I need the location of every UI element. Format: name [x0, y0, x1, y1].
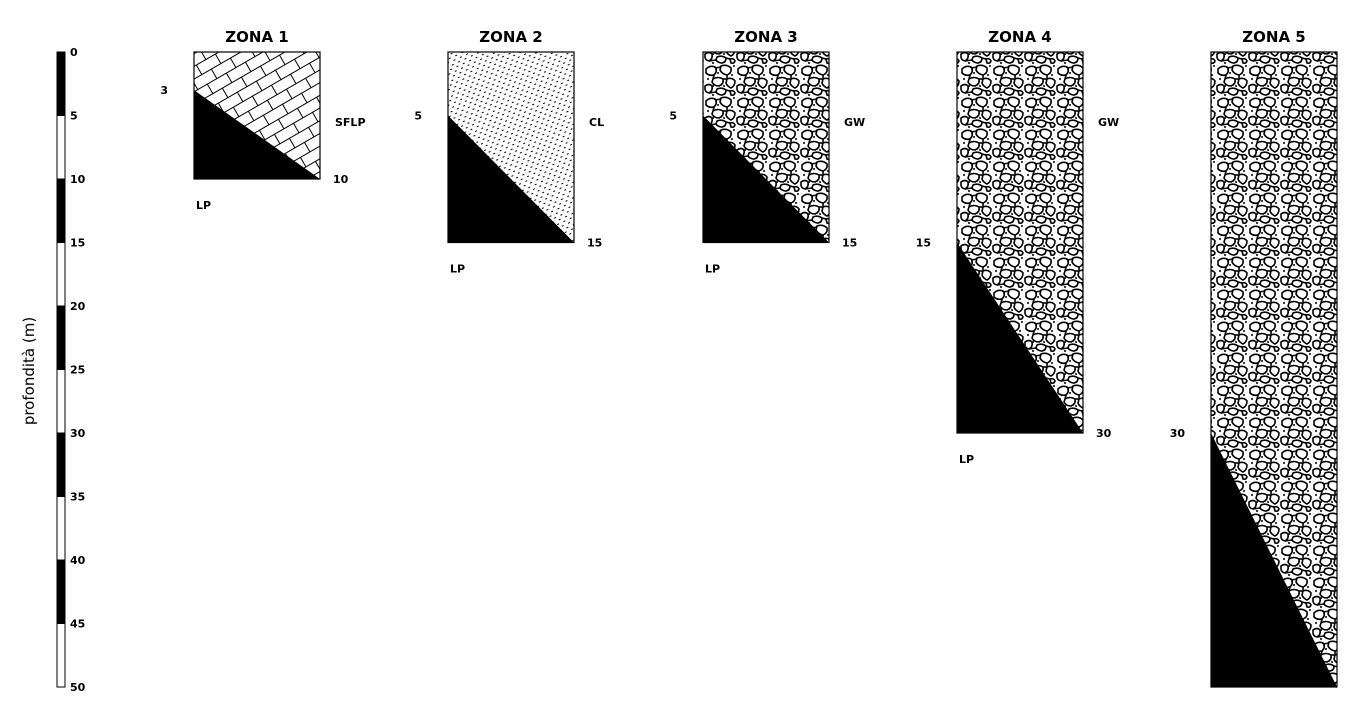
depth-scale: 0 5 10 15 20 25 30 35 40 45 50	[56, 46, 86, 694]
scale-segment	[56, 369, 66, 434]
transition-depth-label: 5	[669, 110, 677, 123]
zone-frame	[447, 51, 575, 244]
transition-depth-label: 3	[160, 84, 168, 97]
scale-segment	[56, 559, 66, 624]
scale-tick-label: 35	[70, 491, 85, 504]
scale-tick-label: 40	[70, 554, 86, 567]
zone-column: ZONA 5 30	[1170, 28, 1338, 688]
bottom-depth-label: 15	[842, 237, 857, 250]
zone-frame	[702, 51, 830, 244]
lower-layer-code: LP	[450, 263, 465, 276]
lower-layer-code: LP	[705, 263, 720, 276]
zone-columns: ZONA 1 3 10 SFLP LP ZONA 2 5 15 CL LP ZONA 3 5 15 GW L…	[160, 28, 1338, 688]
lower-layer-wedge	[194, 90, 320, 179]
scale-segment	[56, 623, 66, 688]
bottom-depth-label: 10	[333, 173, 349, 186]
lower-layer-wedge	[703, 115, 829, 243]
zone-title: ZONA 2	[479, 28, 542, 46]
lower-layer-wedge	[1211, 433, 1337, 687]
scale-tick-label: 5	[70, 110, 78, 123]
transition-depth-label: 15	[916, 237, 931, 250]
zone-column: ZONA 2 5 15 CL LP	[414, 28, 604, 276]
lower-layer-code: LP	[196, 199, 211, 212]
lower-layer-wedge	[957, 242, 1083, 433]
zone-title: ZONA 3	[734, 28, 797, 46]
scale-segment	[56, 178, 66, 243]
scale-segment	[56, 242, 66, 307]
bottom-depth-label: 30	[1096, 427, 1112, 440]
scale-segment	[56, 432, 66, 497]
transition-depth-label: 5	[414, 110, 422, 123]
upper-layer-code: GW	[844, 116, 865, 129]
zone-frame	[956, 51, 1084, 434]
scale-segment	[56, 115, 66, 180]
scale-segment	[56, 51, 66, 116]
bottom-depth-label: 15	[587, 237, 602, 250]
scale-segment	[56, 305, 66, 370]
scale-tick-label: 10	[70, 173, 86, 186]
zone-column: ZONA 4 15 30 GW LP	[916, 28, 1119, 466]
scale-tick-label: 20	[70, 300, 86, 313]
upper-layer-code: GW	[1098, 116, 1119, 129]
zone-title: ZONA 4	[988, 28, 1051, 46]
scale-tick-label: 15	[70, 237, 85, 250]
zone-column: ZONA 3 5 15 GW LP	[669, 28, 865, 276]
y-axis-label: profondità (m)	[20, 317, 38, 425]
scale-tick-label: 0	[70, 46, 78, 59]
zone-title: ZONA 5	[1242, 28, 1305, 46]
zone-frame	[1210, 51, 1338, 688]
scale-tick-label: 30	[70, 427, 86, 440]
scale-tick-label: 45	[70, 618, 85, 631]
transition-depth-label: 30	[1170, 427, 1186, 440]
zone-frame	[193, 51, 321, 180]
upper-layer-code: SFLP	[335, 116, 366, 129]
lower-layer-wedge	[448, 115, 574, 243]
scale-tick-label: 50	[70, 681, 86, 694]
upper-layer-code: CL	[589, 116, 604, 129]
scale-segment	[56, 496, 66, 561]
zone-title: ZONA 1	[225, 28, 288, 46]
lower-layer-code: LP	[959, 453, 974, 466]
zone-column: ZONA 1 3 10 SFLP LP	[160, 28, 365, 212]
scale-tick-label: 25	[70, 364, 85, 377]
